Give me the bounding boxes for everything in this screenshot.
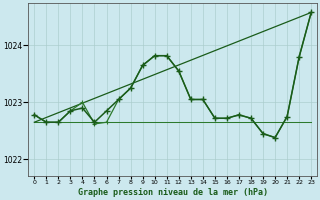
X-axis label: Graphe pression niveau de la mer (hPa): Graphe pression niveau de la mer (hPa): [78, 188, 268, 197]
